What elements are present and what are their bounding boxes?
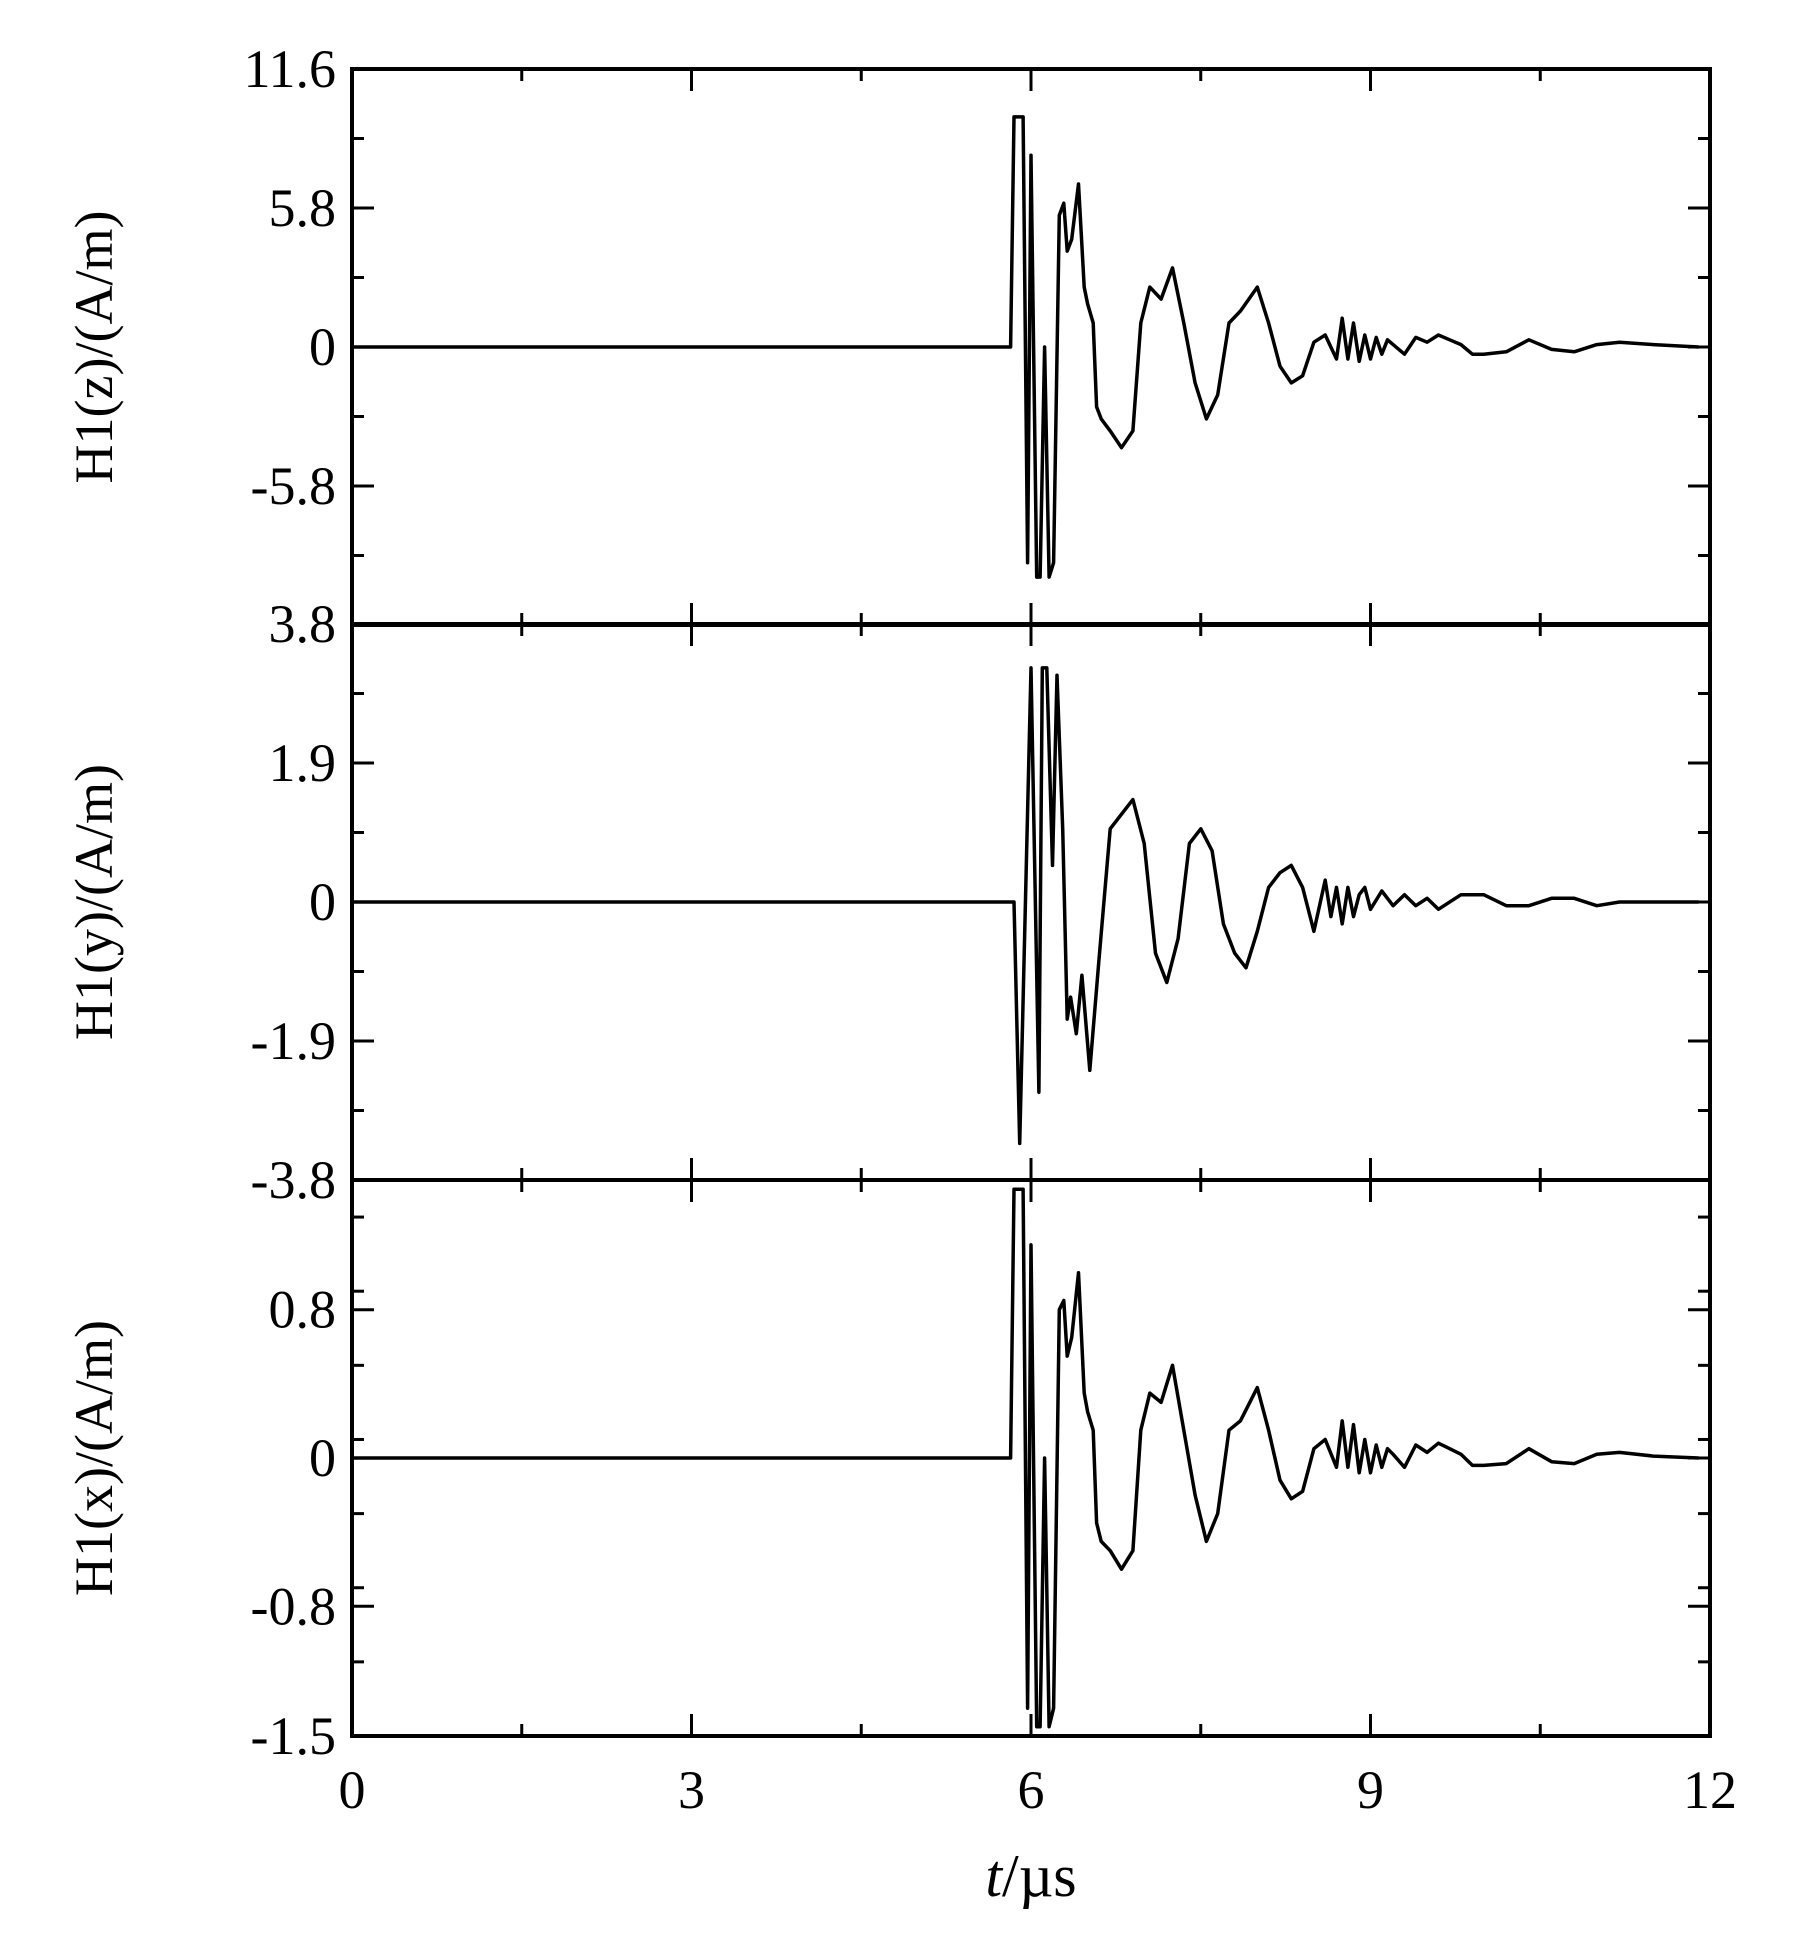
x-tick-label: 12 <box>1683 1760 1737 1820</box>
y-tick-label: 0 <box>309 872 336 932</box>
series-line-H1(y) <box>352 666 1699 1146</box>
series-line-H1(z) <box>352 115 1699 579</box>
y-axis-title: H1(y)/(A/m) <box>64 764 124 1040</box>
y-axis-title: H1(z)/(A/m) <box>64 211 124 484</box>
y-tick-label: -5.8 <box>251 456 336 516</box>
panels-layer: 11.6 5.8 0 -5.8 H1(z)/(A/m) 3.8 1.9 0 -1.9 -3.8 H1… <box>64 39 1712 1766</box>
panel-1: 11.6 5.8 0 -5.8 H1(z)/(A/m) <box>64 39 1712 627</box>
x-tick-label: 9 <box>1357 1760 1384 1820</box>
panel-2: 3.8 1.9 0 -1.9 -3.8 H1(y)/(A/m) <box>64 594 1712 1210</box>
y-tick-label: 5.8 <box>269 178 337 238</box>
x-axis: 0 3 6 9 12 <box>339 1760 1738 1820</box>
y-axis-title: H1(x)/(A/m) <box>64 1320 124 1596</box>
panel-3: 0.8 0 -0.8 -1.5 H1(x)/(A/m) <box>64 1178 1712 1766</box>
x-axis-title-rest: /µs <box>1002 1843 1077 1909</box>
y-tick-label: -3.8 <box>251 1150 336 1210</box>
x-tick-label: 6 <box>1018 1760 1045 1820</box>
x-tick-label: 0 <box>339 1760 366 1820</box>
y-tick-label: 0 <box>309 317 336 377</box>
y-tick-label: 0 <box>309 1428 336 1488</box>
y-tick-label: 1.9 <box>269 733 337 793</box>
x-axis-title: t/µs <box>985 1843 1076 1909</box>
x-axis-title-italic: t <box>985 1843 1003 1909</box>
y-tick-label: 0.8 <box>269 1280 337 1340</box>
x-tick-label: 3 <box>678 1760 705 1820</box>
y-tick-label: -1.5 <box>251 1706 336 1766</box>
y-tick-label: -0.8 <box>251 1576 336 1636</box>
y-tick-label: 11.6 <box>244 39 337 99</box>
series-line-H1(x) <box>352 1187 1699 1729</box>
y-tick-label: 3.8 <box>269 594 337 654</box>
y-tick-label: -1.9 <box>251 1011 336 1071</box>
